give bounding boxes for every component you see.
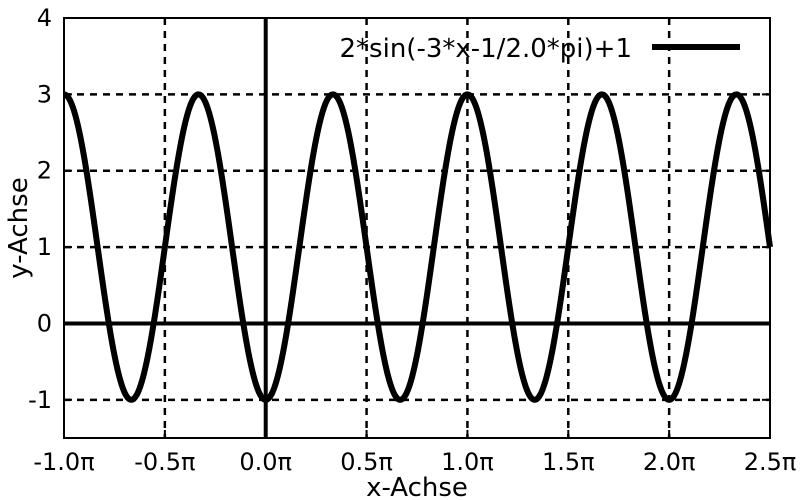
- x-tick-label: 2.0π: [643, 448, 696, 476]
- zero-axes: [64, 18, 770, 438]
- series-layer: [62, 91, 773, 403]
- y-tick-label: 0: [37, 309, 52, 337]
- x-tick-label: 1.5π: [542, 448, 595, 476]
- y-axis-label: y-Achse: [4, 177, 34, 278]
- y-tick-label: 3: [37, 80, 52, 108]
- y-tick-label: -1: [28, 386, 52, 414]
- legend: 2*sin(-3*x-1/2.0*pi)+1: [340, 34, 740, 64]
- x-tick-label: -0.5π: [134, 448, 195, 476]
- x-tick-labels: -1.0π -0.5π 0.0π 0.5π 1.0π 1.5π 2.0π 2.5π: [33, 448, 796, 476]
- x-tick-label: 2.5π: [744, 448, 797, 476]
- y-tick-labels: -1 0 1 2 3 4: [28, 4, 52, 414]
- plot-frame: [63, 17, 771, 439]
- x-axis-label: x-Achse: [366, 473, 468, 500]
- y-tick-label: 4: [37, 4, 52, 32]
- tick-marks: [63, 17, 771, 438]
- x-tick-label: 0.0π: [239, 448, 292, 476]
- x-tick-label: -1.0π: [33, 448, 94, 476]
- y-tick-label: 1: [37, 233, 52, 261]
- series-line-0: [62, 91, 773, 403]
- y-tick-label: 2: [37, 157, 52, 185]
- legend-entry-label: 2*sin(-3*x-1/2.0*pi)+1: [340, 34, 632, 64]
- x-tick-label: 0.5π: [340, 448, 393, 476]
- x-tick-label: 1.0π: [441, 448, 494, 476]
